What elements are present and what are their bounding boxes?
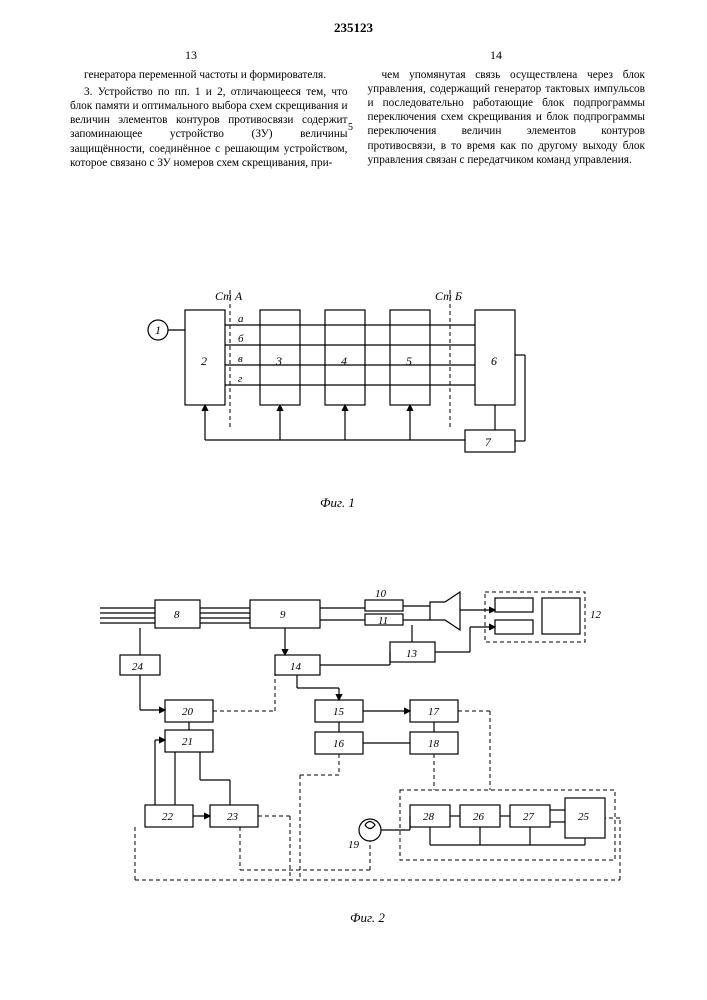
- fig2-n12: 12: [590, 609, 602, 621]
- fig1-stB: Ст Б: [435, 289, 462, 303]
- fig2-n16: 16: [333, 738, 345, 750]
- fig1-caption: Фиг. 1: [320, 495, 355, 511]
- fig2-n24: 24: [132, 661, 144, 673]
- fig1-n7: 7: [485, 435, 492, 449]
- fig1-n4: 4: [341, 354, 347, 368]
- fig2-n11: 11: [378, 615, 388, 627]
- text-columns: генератора переменной частоты и формиров…: [70, 68, 645, 173]
- left-p2: 3. Устройство по пп. 1 и 2, отличающееся…: [70, 85, 348, 170]
- right-p1: чем упомянутая связь осуществлена через …: [368, 68, 646, 167]
- fig2-n28: 28: [423, 811, 435, 823]
- fig2-n22: 22: [162, 811, 174, 823]
- fig2-n14: 14: [290, 661, 302, 673]
- fig2-n13: 13: [406, 648, 418, 660]
- fig1-n2: 2: [201, 354, 207, 368]
- fig2-n26: 26: [473, 811, 485, 823]
- col-num-left: 13: [185, 48, 197, 63]
- fig1-n6: 6: [491, 354, 497, 368]
- fig1-stA: Ст А: [215, 289, 243, 303]
- fig2-n20: 20: [182, 706, 194, 718]
- fig1-v: в: [238, 353, 243, 365]
- fig2-n18: 18: [428, 738, 440, 750]
- fig2-n17: 17: [428, 706, 440, 718]
- fig1-n5: 5: [406, 354, 412, 368]
- col-num-right: 14: [490, 48, 502, 63]
- left-p1: генератора переменной частоты и формиров…: [70, 68, 348, 82]
- figure-1: Ст А Ст Б 1 2 а б в г 3 4 5 6 7: [130, 280, 570, 510]
- fig2-n27: 27: [523, 811, 535, 823]
- fig1-n3: 3: [275, 354, 282, 368]
- fig2-n23: 23: [227, 811, 239, 823]
- right-column: чем упомянутая связь осуществлена через …: [368, 68, 646, 173]
- fig2-n15: 15: [333, 706, 345, 718]
- fig2-n19: 19: [348, 839, 360, 851]
- fig2-n10: 10: [375, 588, 387, 600]
- fig2-n8: 8: [174, 609, 180, 621]
- page-number: 235123: [334, 20, 373, 36]
- fig2-n21: 21: [182, 736, 193, 748]
- fig1-b: б: [238, 333, 244, 345]
- fig2-caption: Фиг. 2: [350, 910, 385, 926]
- fig1-n1: 1: [155, 323, 161, 337]
- figure-2: 8 9 10 11 12 13 14 24 20 21 22 23: [90, 580, 630, 920]
- fig1-g: г: [238, 373, 243, 385]
- fig1-a: а: [238, 313, 244, 325]
- left-column: генератора переменной частоты и формиров…: [70, 68, 348, 173]
- fig2-n9: 9: [280, 609, 286, 621]
- fig2-n25: 25: [578, 811, 590, 823]
